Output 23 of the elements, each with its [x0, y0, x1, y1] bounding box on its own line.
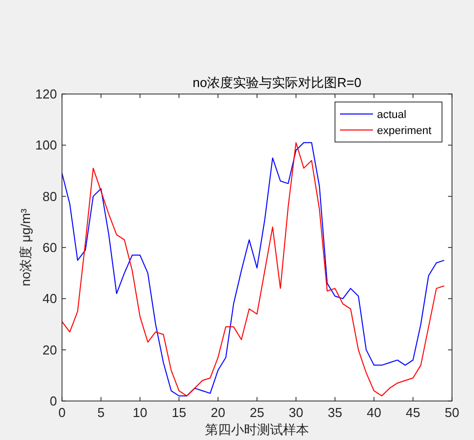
x-tick-label: 10: [132, 405, 148, 420]
x-tick-label: 20: [210, 405, 226, 420]
chart-title: no浓度实验与实际对比图R=0: [192, 75, 362, 90]
x-axis-title: 第四小时测试样本: [205, 422, 309, 437]
x-tick-label: 50: [444, 405, 460, 420]
legend-label: actual: [377, 109, 406, 121]
x-tick-label: 45: [406, 405, 420, 420]
y-tick-label: 20: [42, 342, 57, 358]
y-tick-label: 80: [42, 188, 57, 204]
legend-label: experiment: [377, 125, 432, 137]
x-tick-label: 15: [172, 405, 186, 420]
y-axis-title: no浓度 μg/m³: [18, 208, 33, 286]
y-tick-label: 60: [42, 240, 57, 255]
x-tick-label: 35: [328, 405, 342, 420]
line-series: [62, 142, 445, 396]
y-tick-label: 0: [50, 394, 57, 408]
y-tick-label: 100: [35, 138, 57, 153]
x-tick-label: 40: [366, 405, 382, 420]
y-tick-label: 120: [35, 86, 57, 102]
y-tick-label: 40: [42, 291, 57, 306]
x-tick-label: 5: [97, 405, 105, 420]
x-tick-label: 30: [288, 405, 304, 420]
x-tick-label: 25: [250, 405, 264, 420]
